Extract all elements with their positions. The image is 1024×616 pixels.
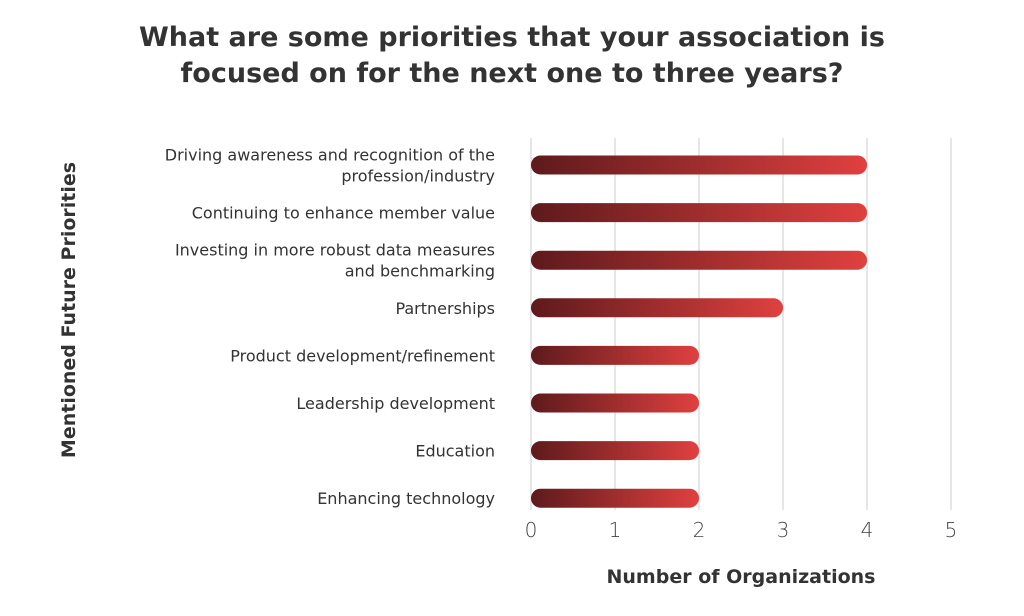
x-axis-title: Number of Organizations [607, 566, 876, 588]
category-label: Driving awareness and recognition of the [165, 146, 495, 165]
chart-title: What are some priorities that your assoc… [139, 22, 885, 89]
x-tick-label: 5 [945, 518, 958, 542]
chart-title-line: focused on for the next one to three yea… [181, 58, 844, 89]
grid-lines [530, 138, 952, 510]
category-label: Leadership development [296, 394, 495, 413]
bar [531, 488, 699, 508]
category-labels: Driving awareness and recognition of the… [165, 146, 495, 509]
category-label: Continuing to enhance member value [192, 204, 495, 223]
category-label: profession/industry [341, 167, 495, 186]
bar [531, 298, 783, 318]
bar [531, 345, 699, 365]
x-tick-label: 1 [609, 518, 622, 542]
category-label: and benchmarking [345, 262, 495, 281]
category-label: Partnerships [395, 299, 495, 318]
x-tick-label: 0 [525, 518, 538, 542]
category-label: Enhancing technology [317, 489, 495, 508]
bar [531, 441, 699, 461]
bar [531, 250, 867, 270]
bar [531, 393, 699, 413]
category-label: Education [415, 442, 495, 461]
chart-title-line: What are some priorities that your assoc… [139, 22, 885, 53]
x-tick-label: 4 [861, 518, 874, 542]
y-axis-title: Mentioned Future Priorities [58, 162, 80, 458]
bar [531, 203, 867, 223]
category-label: Product development/refinement [230, 346, 495, 365]
x-tick-label: 2 [693, 518, 706, 542]
x-tick-labels: 0 1 2 3 4 5 [525, 518, 958, 542]
category-label: Investing in more robust data measures [175, 241, 495, 260]
x-tick-label: 3 [777, 518, 790, 542]
bar [531, 155, 867, 175]
bars [531, 155, 867, 508]
